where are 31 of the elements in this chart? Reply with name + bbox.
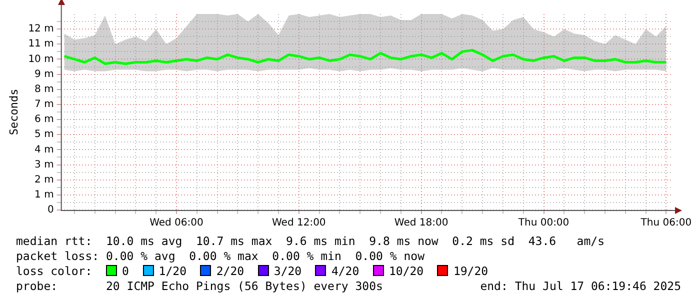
y-tick-label: 6 m: [34, 114, 54, 126]
y-tick-label: 7 m: [34, 99, 54, 110]
y-tick-label: 3 m: [34, 159, 54, 170]
y-tick-label: 10 m: [28, 54, 54, 65]
y-tick-label: 11 m: [28, 38, 54, 50]
text: probe: 20 ICMP Echo Pings (56 Bytes) every 300s: [16, 279, 383, 294]
legend-label: 19/20: [453, 264, 490, 278]
x-tick-label: Wed 06:00: [150, 218, 204, 229]
x-tick-label: Thu 00:00: [517, 218, 570, 229]
legend-label: 0: [122, 264, 130, 278]
y-tick-label: 1 m: [34, 190, 54, 201]
x-tick-label: Wed 18:00: [394, 218, 448, 229]
legend-label: 1/20: [158, 264, 188, 278]
y-tick-label: 12 m: [28, 24, 54, 35]
legend-label: 10/20: [388, 264, 425, 278]
legend-label: 3/20: [274, 264, 303, 278]
text: end: Thu Jul 17 06:19:46 2025: [480, 279, 681, 294]
y-tick-label: 4 m: [34, 144, 54, 156]
x-tick-label: Thu 06:00: [640, 218, 692, 229]
legend-label: 2/20: [216, 264, 246, 278]
text: packet loss: 0.00 % avg 0.00 % max 0.00 % min 0.00 % now: [16, 249, 424, 264]
y-tick-label: 0: [47, 204, 54, 216]
text: median rtt: 10.0 ms avg 10.7 ms max 9.6 ms min 9.8 ms now 0.2 ms sd 43.6 am/s: [16, 234, 605, 249]
y-tick-label: 8 m: [34, 84, 54, 95]
y-tick-label: 5 m: [34, 129, 54, 140]
legend-label: 4/20: [331, 264, 360, 278]
y-tick-label: 9 m: [34, 68, 54, 80]
x-tick-label: Wed 12:00: [272, 218, 326, 229]
y-axis-title: Seconds: [7, 88, 20, 136]
legend-title: loss color:: [16, 264, 94, 278]
y-tick-label: 2 m: [34, 174, 54, 186]
